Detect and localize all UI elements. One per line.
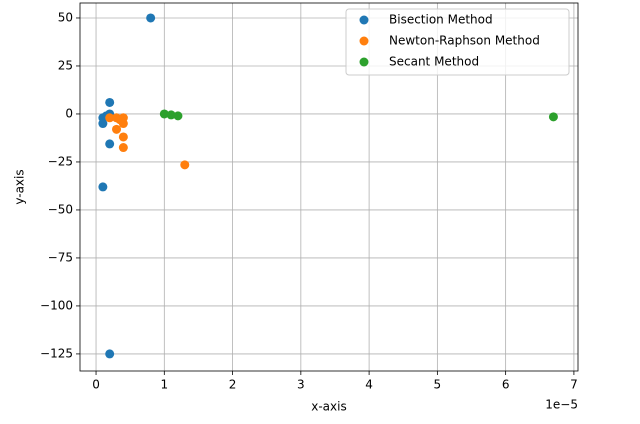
- point: [146, 13, 156, 23]
- point: [105, 113, 115, 123]
- plot-frame: [79, 2, 579, 372]
- y-tick-label: −125: [40, 346, 73, 360]
- x-tick-label: 3: [297, 378, 305, 392]
- y-tick-label: −50: [48, 202, 73, 216]
- legend-label: Secant Method: [389, 55, 479, 69]
- y-tick-label: 0: [65, 106, 73, 120]
- point: [105, 97, 115, 107]
- x-tick-label: 7: [570, 378, 578, 392]
- point: [115, 115, 125, 125]
- point: [105, 139, 115, 149]
- y-tick-label: 25: [58, 58, 73, 72]
- x-tick-label: 6: [502, 378, 510, 392]
- point: [173, 111, 183, 121]
- point: [180, 160, 190, 170]
- point: [166, 110, 176, 120]
- x-tick-label: 1: [160, 378, 168, 392]
- legend-marker: [359, 15, 369, 25]
- legend-box: [345, 8, 570, 76]
- point: [159, 109, 169, 119]
- y-tick-label: −75: [48, 250, 73, 264]
- x-axis-label: x-axis: [311, 400, 346, 414]
- x-tick-label: 5: [434, 378, 442, 392]
- y-axis-label: y-axis: [13, 169, 27, 204]
- point: [105, 349, 115, 359]
- y-tick-label: −25: [48, 154, 73, 168]
- legend-marker: [359, 57, 369, 67]
- legend-label: Bisection Method: [389, 13, 493, 27]
- y-tick-label: 50: [58, 10, 73, 24]
- x-tick-label: 2: [229, 378, 237, 392]
- point: [112, 124, 122, 134]
- x-tick-label: 0: [92, 378, 100, 392]
- point: [98, 182, 108, 192]
- y-tick-label: −100: [40, 298, 73, 312]
- point: [98, 119, 108, 129]
- point: [548, 112, 558, 122]
- x-tick-label: 4: [365, 378, 373, 392]
- x-offset-label: 1e−5: [545, 398, 578, 412]
- legend-label: Newton-Raphson Method: [389, 34, 540, 48]
- legend-marker: [359, 36, 369, 46]
- point: [118, 143, 128, 153]
- point: [118, 132, 128, 142]
